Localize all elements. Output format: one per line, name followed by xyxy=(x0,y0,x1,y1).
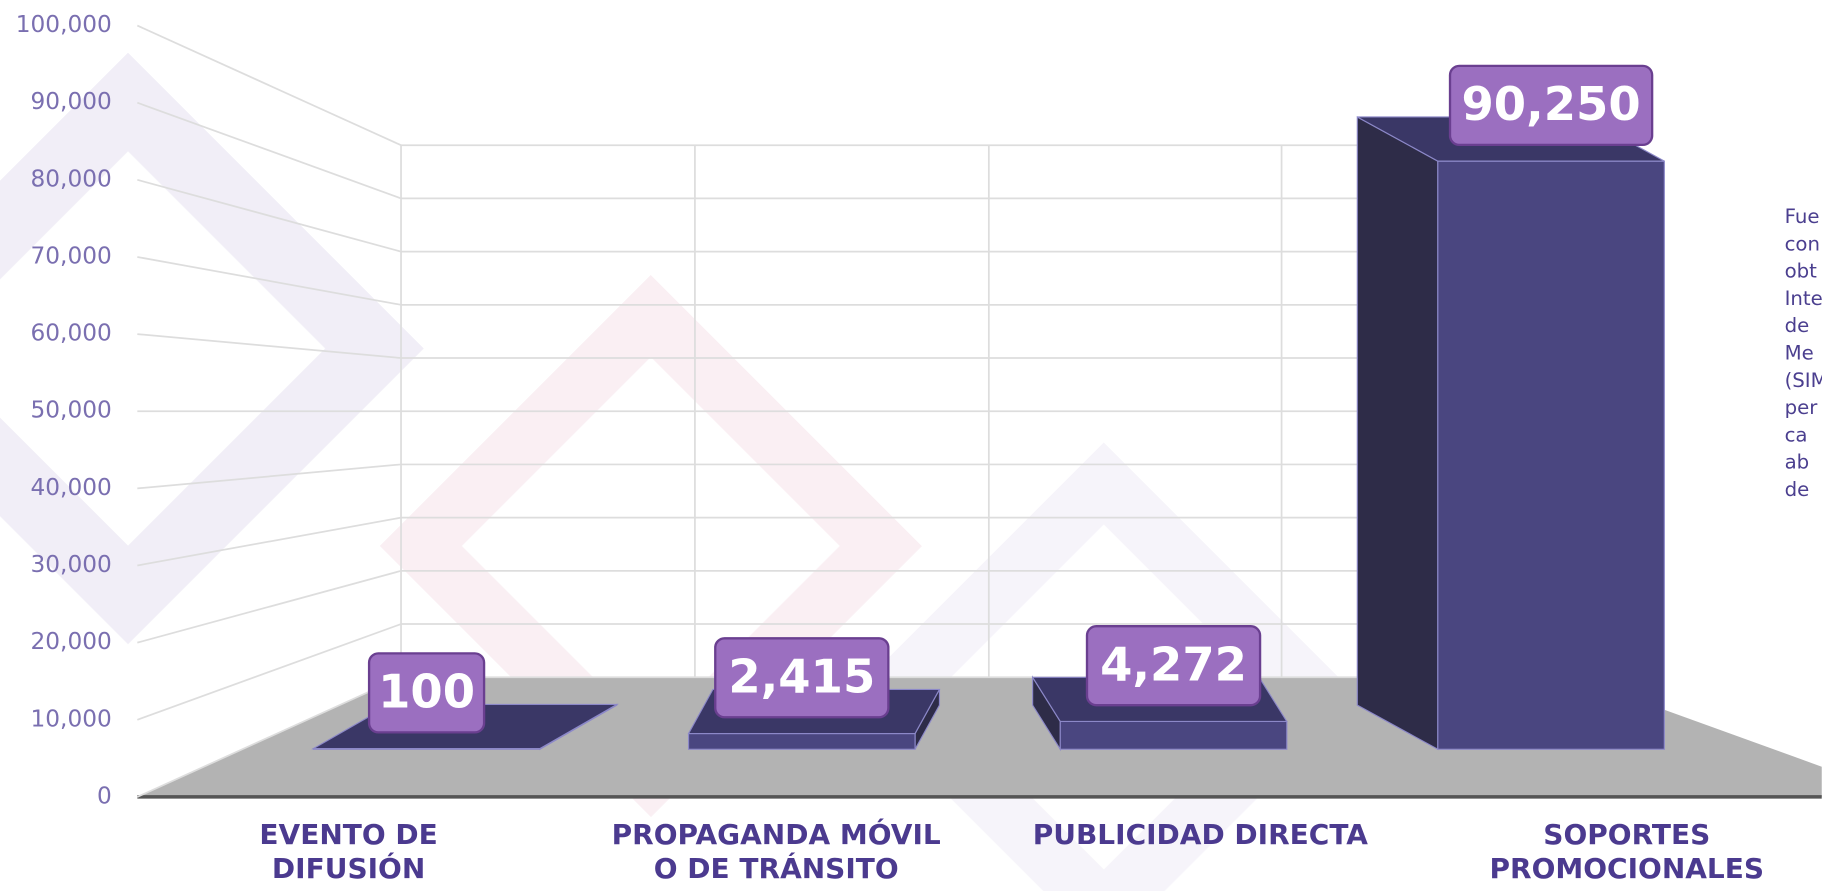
x-tick-label: SOPORTES PROMOCIONALES xyxy=(1457,818,1797,886)
note-line: Me xyxy=(1785,342,1814,365)
y-tick-label: 0 xyxy=(97,782,112,809)
x-tick-label: PROPAGANDA MÓVIL O DE TRÁNSITO xyxy=(606,818,946,886)
note-line: de xyxy=(1785,314,1810,337)
y-tick-label: 60,000 xyxy=(31,320,112,347)
y-tick-label: 80,000 xyxy=(31,165,112,192)
y-tick-label: 90,000 xyxy=(31,88,112,115)
bar xyxy=(1438,161,1665,749)
value-label: 90,250 xyxy=(1461,77,1640,131)
value-label: 4,272 xyxy=(1100,637,1247,691)
y-tick-label: 20,000 xyxy=(31,628,112,655)
bar-side xyxy=(1357,117,1438,749)
chart: 0 10,000 20,000 30,000 40,000 50,000 60,000 70,… xyxy=(0,0,1822,891)
note-line: con xyxy=(1785,232,1820,255)
note-line: (SIM xyxy=(1785,369,1822,392)
x-tick-label: PUBLICIDAD DIRECTA xyxy=(1030,818,1370,852)
note-line: Inte xyxy=(1785,287,1822,310)
note-line: obt xyxy=(1785,260,1818,283)
y-tick-label: 10,000 xyxy=(31,705,112,732)
note-line: per xyxy=(1785,396,1819,419)
value-label: 2,415 xyxy=(728,650,875,704)
note-line: ab xyxy=(1785,451,1810,474)
note-line: de xyxy=(1785,478,1810,501)
note-line: Fue xyxy=(1785,205,1820,228)
x-tick-label: EVENTO DE DIFUSIÓN xyxy=(179,818,519,886)
y-tick-label: 30,000 xyxy=(31,551,112,578)
value-label: 100 xyxy=(378,665,475,719)
y-tick-label: 100,000 xyxy=(16,11,112,38)
bar xyxy=(689,734,916,750)
y-tick-label: 40,000 xyxy=(31,474,112,501)
chart-canvas: 0 10,000 20,000 30,000 40,000 50,000 60,000 70,… xyxy=(0,0,1822,891)
bar xyxy=(1060,721,1287,749)
note-line: ca xyxy=(1785,423,1808,446)
y-tick-label: 70,000 xyxy=(31,242,112,269)
y-tick-label: 50,000 xyxy=(31,397,112,424)
